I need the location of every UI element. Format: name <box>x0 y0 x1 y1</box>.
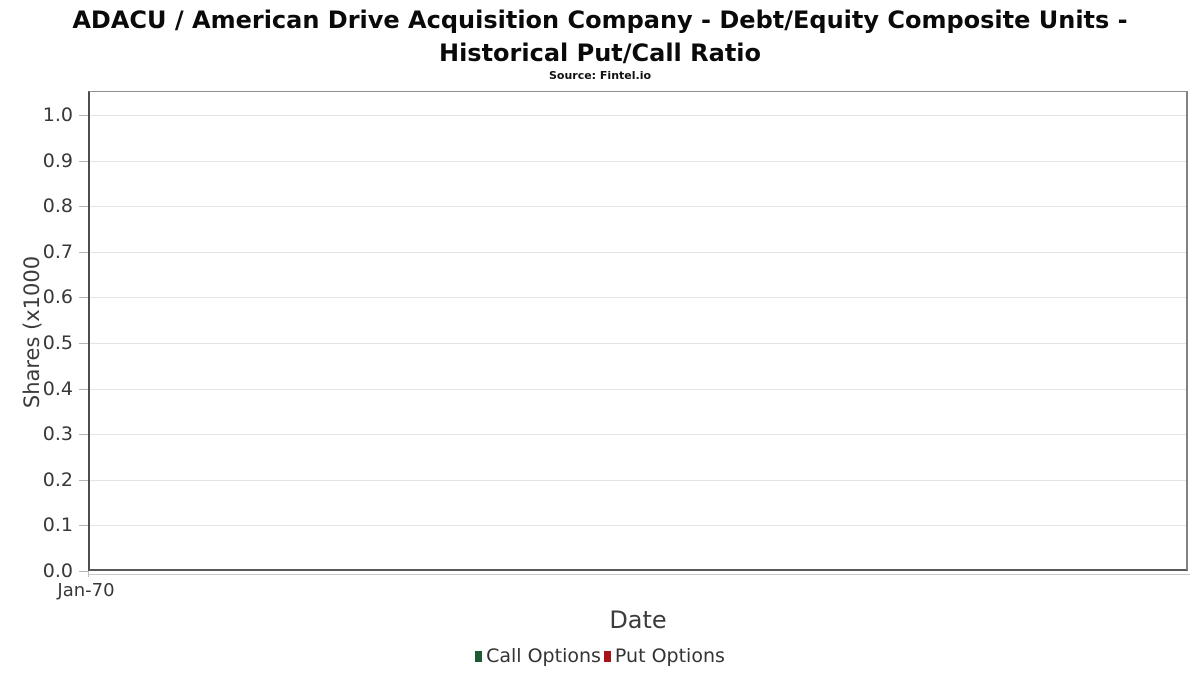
gridline <box>90 161 1186 162</box>
gridline <box>90 434 1186 435</box>
y-axis-tick-label: 0.0 <box>42 560 73 582</box>
y-axis-tick-label: 0.3 <box>42 423 73 445</box>
chart-subtitle: Source: Fintel.io <box>548 69 652 82</box>
y-axis-tick <box>79 206 88 207</box>
legend-item: Call Options <box>475 645 601 667</box>
y-axis-tick <box>79 252 88 253</box>
y-axis-tick <box>79 434 88 435</box>
gridline <box>90 525 1186 526</box>
y-axis-tick-label: 1.0 <box>42 104 73 126</box>
gridline <box>90 389 1186 390</box>
y-axis-tick <box>79 161 88 162</box>
chart-title: ADACU / American Drive Acquisition Compa… <box>0 4 1200 70</box>
chart-title-text: ADACU / American Drive Acquisition Compa… <box>72 6 1128 67</box>
legend-label: Put Options <box>614 645 725 667</box>
x-axis-title: Date <box>609 606 667 634</box>
gridline <box>90 297 1186 298</box>
gridline <box>90 206 1186 207</box>
y-axis-tick <box>79 480 88 481</box>
x-axis-tick <box>88 571 89 577</box>
y-axis-tick <box>79 297 88 298</box>
legend-swatch-icon <box>475 650 483 662</box>
x-axis-tick-label: Jan-70 <box>57 580 115 601</box>
x-axis-line <box>88 574 1190 575</box>
gridline <box>90 115 1186 116</box>
legend-swatch-icon <box>603 650 611 662</box>
plot-area <box>88 91 1188 571</box>
y-axis-tick <box>79 115 88 116</box>
y-axis-tick-label: 0.7 <box>42 241 73 263</box>
y-axis-tick-label: 0.4 <box>42 378 73 400</box>
y-axis-tick-label: 0.9 <box>42 150 73 172</box>
y-axis-tick <box>79 389 88 390</box>
gridline <box>90 343 1186 344</box>
y-axis-tick <box>79 571 88 572</box>
gridline <box>90 252 1186 253</box>
y-axis-tick-label: 0.2 <box>42 469 73 491</box>
y-axis-tick <box>79 525 88 526</box>
y-axis-tick-label: 0.1 <box>42 514 73 536</box>
y-axis-tick-label: 0.8 <box>42 195 73 217</box>
y-axis-title: Shares (x1000 <box>20 255 44 409</box>
y-axis-tick <box>79 343 88 344</box>
legend-item: Put Options <box>603 645 725 667</box>
y-axis-tick-label: 0.6 <box>42 286 73 308</box>
legend: Call Options Put Options <box>0 645 1200 667</box>
gridline <box>90 480 1186 481</box>
legend-label: Call Options <box>486 645 601 667</box>
y-axis-tick-label: 0.5 <box>42 332 73 354</box>
